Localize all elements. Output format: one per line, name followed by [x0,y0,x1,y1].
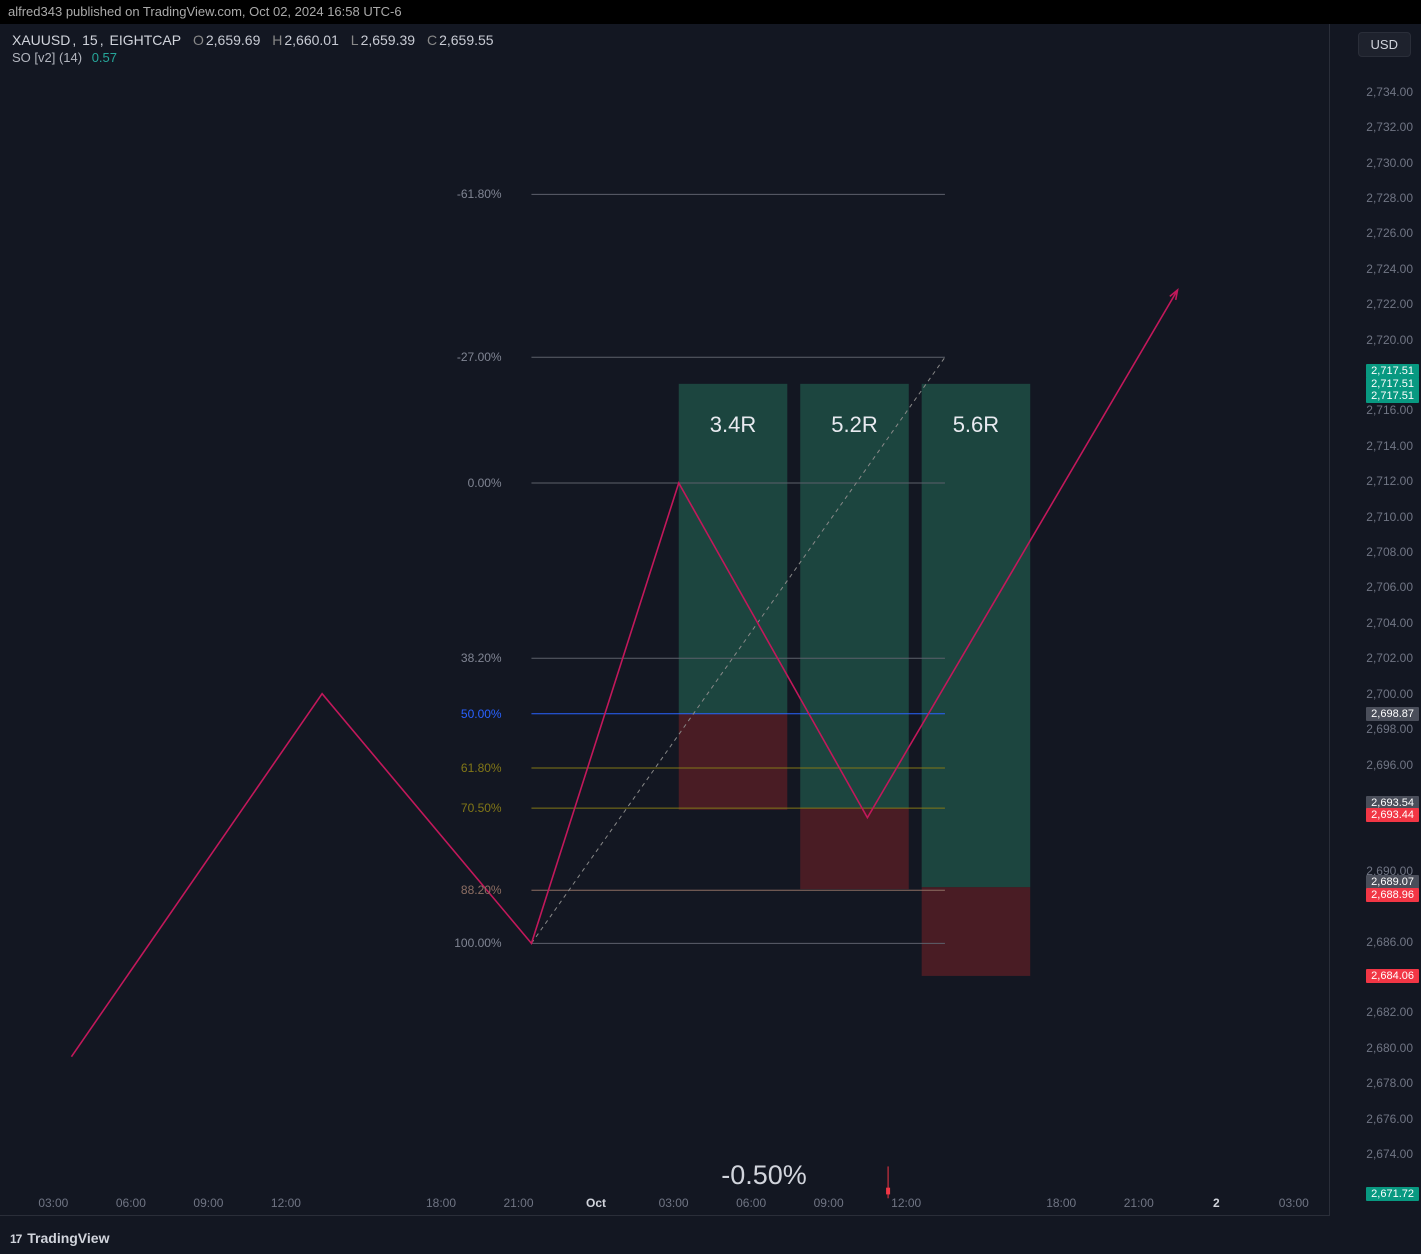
y-tick: 2,712.00 [1366,474,1413,488]
fib-label: 0.00% [448,476,502,490]
chart-pane[interactable]: 2,734.00 2,732.00 2,730.00 2,728.00 2,726.00… [0,24,1421,1254]
loss-zone[interactable] [679,714,788,810]
x-tick: 06:00 [736,1196,766,1210]
y-tick: 2,678.00 [1366,1076,1413,1090]
y-tick: 2,680.00 [1366,1041,1413,1055]
x-tick: 12:00 [891,1196,921,1210]
x-tick: 21:00 [504,1196,534,1210]
y-tick: 2,706.00 [1366,580,1413,594]
fib-label: -61.80% [448,187,502,201]
y-tick: 2,726.00 [1366,226,1413,240]
o-label: O [193,32,204,48]
fib-label: 38.20% [448,651,502,665]
risk-reward-label: 5.6R [953,412,999,438]
x-tick: 09:00 [193,1196,223,1210]
loss-zone[interactable] [800,808,909,889]
l-value: 2,659.39 [361,32,416,48]
indicator-value: 0.57 [92,50,117,65]
c-value: 2,659.55 [439,32,494,48]
y-tick: 2,682.00 [1366,1005,1413,1019]
x-tick: 03:00 [659,1196,689,1210]
price-tag: 2,684.06 [1366,969,1419,983]
y-tick: 2,722.00 [1366,297,1413,311]
price-tag: 2,671.72 [1366,1187,1419,1201]
y-tick: 2,716.00 [1366,403,1413,417]
h-value: 2,660.01 [284,32,339,48]
y-tick: 2,708.00 [1366,545,1413,559]
l-label: L [351,32,359,48]
x-tick: 2 [1213,1196,1220,1210]
y-tick: 2,732.00 [1366,120,1413,134]
fib-label: 100.00% [448,936,502,950]
fib-label: 70.50% [448,801,502,815]
publish-text: alfred343 published on TradingView.com, … [8,4,402,19]
x-tick: 18:00 [426,1196,456,1210]
price-tag: 2,688.96 [1366,888,1419,902]
risk-reward-label: 5.2R [831,412,877,438]
y-tick: 2,720.00 [1366,333,1413,347]
chart-container: XAUUSD, 15, EIGHTCAP O2,659.69 H2,660.01… [0,24,1421,1254]
fib-label: -27.00% [448,350,502,364]
candle-body [886,1188,890,1195]
y-tick: 2,696.00 [1366,758,1413,772]
tradingview-logo[interactable]: 17 TradingView [10,1230,109,1246]
y-tick: 2,730.00 [1366,156,1413,170]
y-tick: 2,734.00 [1366,85,1413,99]
x-tick: 06:00 [116,1196,146,1210]
y-tick: 2,700.00 [1366,687,1413,701]
indicator-name[interactable]: SO [v2] (14) [12,50,82,65]
exchange: EIGHTCAP [110,32,182,48]
y-tick: 2,724.00 [1366,262,1413,276]
time-axis[interactable]: 03:00 06:00 09:00 12:00 18:00 21:00 Oct 03:00 06… [0,1196,1341,1216]
profit-zone[interactable] [922,384,1031,887]
y-tick: 2,686.00 [1366,935,1413,949]
currency-button[interactable]: USD [1358,32,1411,57]
footer-text: TradingView [27,1230,109,1246]
percent-change-label: -0.50% [721,1160,807,1191]
y-tick: 2,710.00 [1366,510,1413,524]
arrowhead-icon [1170,290,1178,300]
legend: XAUUSD, 15, EIGHTCAP O2,659.69 H2,660.01… [12,32,496,65]
price-tag: 2,693.44 [1366,808,1419,822]
y-tick: 2,702.00 [1366,651,1413,665]
h-label: H [272,32,282,48]
loss-zone[interactable] [922,887,1031,976]
publish-bar: alfred343 published on TradingView.com, … [0,0,1421,24]
interval[interactable]: 15 [82,32,98,48]
fib-label: 88.20% [448,883,502,897]
o-value: 2,659.69 [206,32,261,48]
price-axis[interactable]: 2,734.00 2,732.00 2,730.00 2,728.00 2,726.00… [1341,24,1421,1254]
y-tick: 2,704.00 [1366,616,1413,630]
c-label: C [427,32,437,48]
x-tick: 18:00 [1046,1196,1076,1210]
x-tick: 12:00 [271,1196,301,1210]
profit-zone[interactable] [800,384,909,808]
fib-label: 61.80% [448,761,502,775]
y-tick: 2,698.00 [1366,722,1413,736]
x-tick: 21:00 [1124,1196,1154,1210]
chart-svg[interactable] [0,24,1421,1254]
price-tag: 2,698.87 [1366,707,1419,721]
tv-icon: 17 [10,1232,21,1246]
x-tick: 03:00 [38,1196,68,1210]
price-tag: 2,717.51 [1366,389,1419,403]
x-tick: Oct [586,1196,606,1210]
risk-reward-label: 3.4R [710,412,756,438]
y-tick: 2,676.00 [1366,1112,1413,1126]
x-tick: 03:00 [1279,1196,1309,1210]
y-tick: 2,674.00 [1366,1147,1413,1161]
fib-label: 50.00% [448,707,502,721]
x-tick: 09:00 [814,1196,844,1210]
y-tick: 2,714.00 [1366,439,1413,453]
y-tick: 2,728.00 [1366,191,1413,205]
symbol[interactable]: XAUUSD [12,32,70,48]
